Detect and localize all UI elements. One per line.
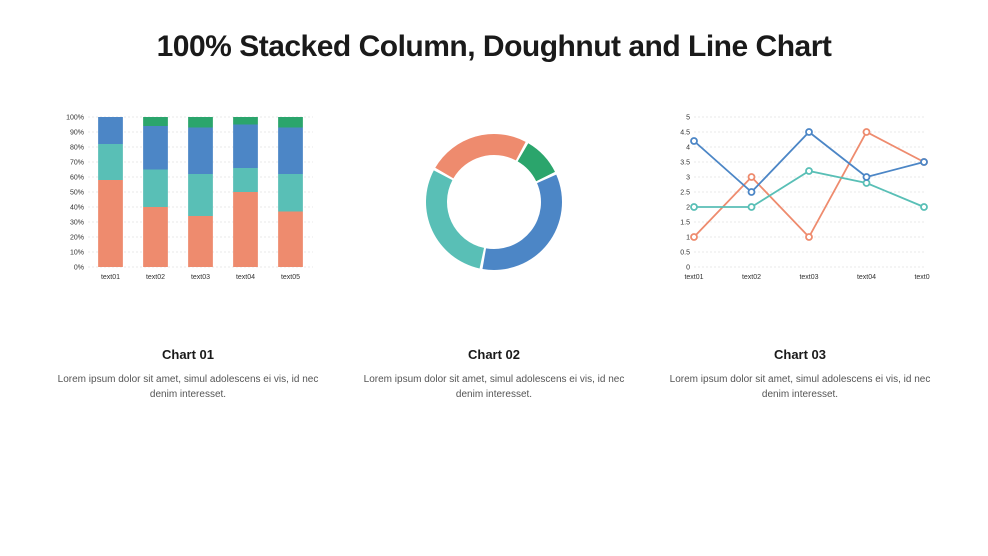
svg-text:text01: text01	[684, 274, 703, 281]
svg-text:text01: text01	[101, 274, 120, 281]
chart-caption-1: Chart 01 Lorem ipsum dolor sit amet, sim…	[50, 347, 326, 402]
caption-title-3: Chart 03	[662, 347, 938, 362]
svg-text:40%: 40%	[70, 205, 84, 212]
chart-doughnut	[364, 112, 624, 292]
svg-text:0%: 0%	[74, 265, 84, 272]
chart-stacked: 0% 10% 20% 30% 40% 50% 60% 70% 80% 90% 100% text01 t…	[58, 112, 318, 292]
caption-desc-1: Lorem ipsum dolor sit amet, simul adoles…	[50, 372, 326, 402]
charts-row: 0% 10% 20% 30% 40% 50% 60% 70% 80% 90% 100% text01 t…	[50, 112, 938, 402]
caption-desc-3: Lorem ipsum dolor sit amet, simul adoles…	[662, 372, 938, 402]
svg-text:90%: 90%	[70, 130, 84, 137]
caption-desc-2: Lorem ipsum dolor sit amet, simul adoles…	[356, 372, 632, 402]
svg-text:3: 3	[686, 175, 690, 182]
svg-text:2: 2	[686, 205, 690, 212]
svg-text:text04: text04	[236, 274, 255, 281]
svg-text:50%: 50%	[70, 190, 84, 197]
svg-text:2.5: 2.5	[680, 190, 690, 197]
chart-col-1: 0% 10% 20% 30% 40% 50% 60% 70% 80% 90% 100% text01 t…	[50, 112, 326, 402]
caption-title-1: Chart 01	[50, 347, 326, 362]
svg-text:60%: 60%	[70, 175, 84, 182]
chart-col-2: Chart 02 Lorem ipsum dolor sit amet, sim…	[356, 112, 632, 402]
chart-caption-2: Chart 02 Lorem ipsum dolor sit amet, sim…	[356, 347, 632, 402]
svg-text:80%: 80%	[70, 145, 84, 152]
svg-text:70%: 70%	[70, 160, 84, 167]
chart-caption-3: Chart 03 Lorem ipsum dolor sit amet, sim…	[662, 347, 938, 402]
svg-text:10%: 10%	[70, 250, 84, 257]
page-title: 100% Stacked Column, Doughnut and Line C…	[50, 30, 938, 64]
svg-text:text03: text03	[191, 274, 210, 281]
svg-text:4: 4	[686, 145, 690, 152]
svg-text:4.5: 4.5	[680, 130, 690, 137]
svg-text:0: 0	[686, 265, 690, 272]
svg-text:1: 1	[686, 235, 690, 242]
chart-col-3: 0 0.5 1 1.5 2 2.5 3 3.5 4 4.5 5 text01 text02 text03 t…	[662, 112, 938, 402]
svg-text:5: 5	[686, 115, 690, 122]
svg-text:text02: text02	[742, 274, 761, 281]
svg-text:0.5: 0.5	[680, 250, 690, 257]
svg-text:100%: 100%	[66, 115, 84, 122]
svg-text:text05: text05	[281, 274, 300, 281]
svg-text:20%: 20%	[70, 235, 84, 242]
svg-text:text03: text03	[799, 274, 818, 281]
svg-text:text04: text04	[857, 274, 876, 281]
svg-text:text02: text02	[146, 274, 165, 281]
chart-line: 0 0.5 1 1.5 2 2.5 3 3.5 4 4.5 5 text01 text02 text03 t…	[670, 112, 930, 292]
svg-text:3.5: 3.5	[680, 160, 690, 167]
svg-text:1.5: 1.5	[680, 220, 690, 227]
svg-text:30%: 30%	[70, 220, 84, 227]
caption-title-2: Chart 02	[356, 347, 632, 362]
svg-text:text05: text05	[914, 274, 930, 281]
